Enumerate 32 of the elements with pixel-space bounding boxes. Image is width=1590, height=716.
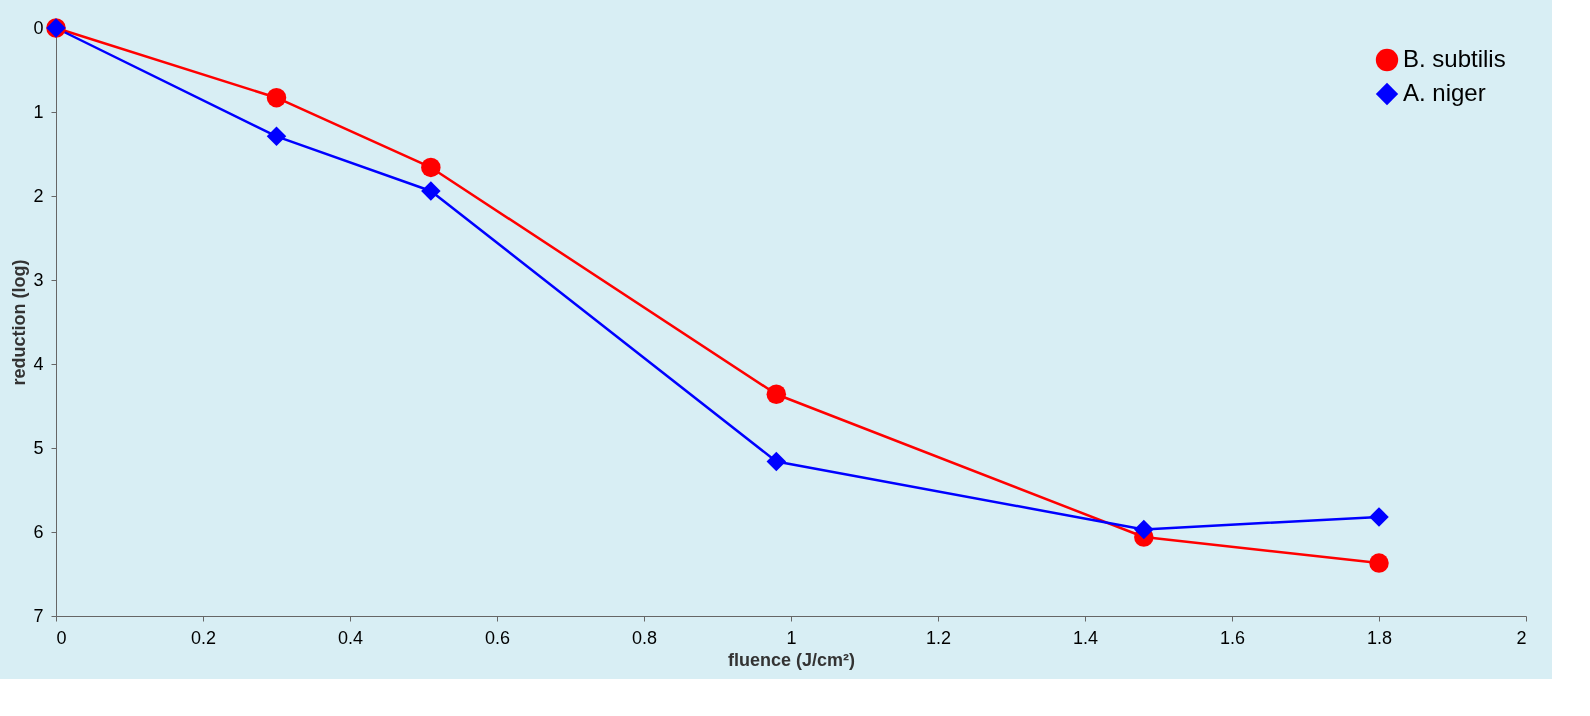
y-tick-label: 6: [33, 521, 44, 542]
y-tick-label: 1: [33, 101, 44, 122]
x-tick-label: 0.8: [631, 627, 658, 648]
point: [1134, 519, 1154, 540]
x-axis-title: fluence (J/cm²): [727, 649, 856, 670]
y-tick-label: 0: [33, 17, 44, 38]
y-tick-label: 7: [33, 605, 44, 626]
point: [766, 451, 787, 472]
x-tick-label: 0.4: [337, 627, 364, 648]
x-tick-label: 1.8: [1366, 627, 1393, 648]
x-tick-label: 1.2: [925, 627, 952, 648]
legend-label: A. niger: [1403, 79, 1486, 106]
point: [421, 157, 441, 178]
point: [1369, 507, 1389, 527]
x-tick-label: 2: [1516, 627, 1527, 648]
point: [421, 181, 441, 201]
point: [266, 126, 287, 147]
y-tick-label: 3: [33, 269, 44, 290]
y-tick-label: 4: [33, 353, 44, 374]
x-tick-label: 1: [786, 627, 797, 648]
point: [266, 87, 287, 108]
point: [766, 384, 787, 404]
x-tick-label: 0.2: [190, 627, 217, 648]
point: [1369, 553, 1389, 573]
y-axis-title: reduction (log): [9, 259, 30, 386]
x-tick-label: 1.6: [1219, 627, 1246, 648]
x-tick-label: 0: [56, 627, 67, 648]
x-tick-label: 1.4: [1072, 627, 1099, 648]
y-tick-label: 5: [33, 437, 44, 458]
y-tick-label: 2: [33, 185, 44, 206]
legend-label: B. subtilis: [1403, 45, 1506, 72]
x-tick-label: 0.6: [484, 627, 511, 648]
